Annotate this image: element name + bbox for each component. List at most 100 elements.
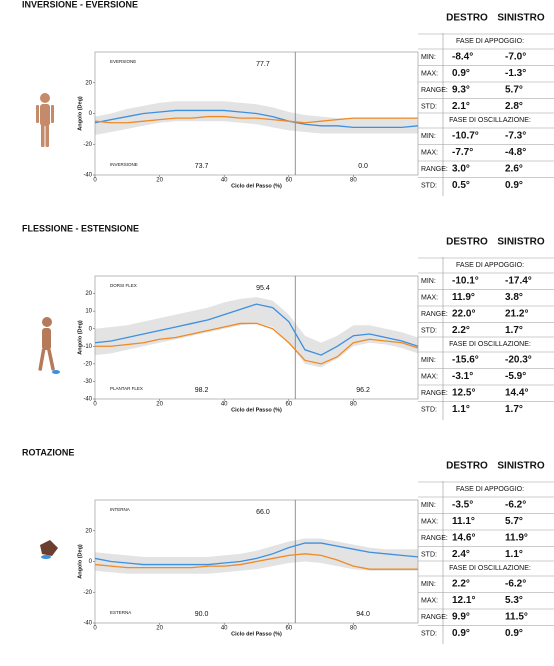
column-header: SINISTRO xyxy=(497,13,544,24)
annotation: 0.0 xyxy=(358,163,368,170)
phase-title: FASE DI APPOGGIO: xyxy=(456,262,524,269)
x-tick-label: 20 xyxy=(156,626,163,632)
x-axis-label: Ciclo del Passo (%) xyxy=(231,183,282,189)
row-label: RANGE: xyxy=(421,535,448,542)
row-label: MAX: xyxy=(421,597,438,604)
cell-value: -8.4° xyxy=(452,52,473,63)
cell-value: -1.3° xyxy=(505,68,526,79)
column-header: SINISTRO xyxy=(497,461,544,472)
cell-value: -17.4° xyxy=(505,276,532,287)
cell-value: 1.1° xyxy=(505,549,523,560)
series-line xyxy=(94,553,418,570)
cell-value: -4.8° xyxy=(505,147,526,158)
annotation: EVERSIONE xyxy=(110,59,136,64)
cell-value: 2.2° xyxy=(452,579,470,590)
row-label: MIN: xyxy=(421,357,436,364)
x-tick-label: 40 xyxy=(221,178,228,184)
series-line xyxy=(94,115,418,124)
y-tick-label: -30 xyxy=(83,379,92,385)
annotation: INVERSIONE xyxy=(110,162,138,167)
row-label: MIN: xyxy=(421,54,436,61)
row-label: RANGE: xyxy=(421,390,448,397)
annotation: INTERNA xyxy=(110,507,130,512)
series-line xyxy=(94,303,419,356)
x-tick-label: 80 xyxy=(350,402,357,408)
cell-value: 2.8° xyxy=(505,101,523,112)
cell-value: 14.4° xyxy=(505,388,528,399)
cell-value: 12.1° xyxy=(452,595,475,606)
x-tick-label: 0 xyxy=(93,402,97,408)
row-label: STD: xyxy=(421,182,437,189)
cell-value: -3.1° xyxy=(452,371,473,382)
y-tick-label: 0 xyxy=(89,559,93,565)
cell-value: 1.7° xyxy=(505,404,523,415)
cell-value: -15.6° xyxy=(452,355,479,366)
row-label: STD: xyxy=(421,630,437,637)
annotation: 98.2 xyxy=(195,387,209,394)
cell-value: 5.7° xyxy=(505,85,523,96)
y-tick-label: -40 xyxy=(83,173,92,179)
y-tick-label: -20 xyxy=(83,361,92,367)
cell-value: -3.5° xyxy=(452,500,473,511)
figure-standing xyxy=(36,93,54,147)
x-tick-label: 0 xyxy=(93,178,97,184)
cell-value: -6.2° xyxy=(505,500,526,511)
phase-title: FASE DI APPOGGIO: xyxy=(456,38,524,45)
y-tick-label: 20 xyxy=(85,80,92,86)
annotation: PLANTAR FLEX xyxy=(110,386,143,391)
cell-value: 5.3° xyxy=(505,595,523,606)
row-label: MAX: xyxy=(421,373,438,380)
cell-value: 14.6° xyxy=(452,533,475,544)
annotation: 66.0 xyxy=(256,509,270,516)
x-tick-label: 20 xyxy=(156,402,163,408)
chart-title: ROTAZIONE xyxy=(22,447,74,457)
x-tick-label: 80 xyxy=(350,178,357,184)
y-tick-label: -20 xyxy=(83,590,92,596)
cell-value: -7.0° xyxy=(505,52,526,63)
annotation: 77.7 xyxy=(256,61,270,68)
cell-value: -10.1° xyxy=(452,276,479,287)
x-tick-label: 0 xyxy=(93,626,97,632)
annotation: 94.0 xyxy=(356,611,370,618)
cell-value: 2.4° xyxy=(452,549,470,560)
row-label: MIN: xyxy=(421,502,436,509)
row-label: MIN: xyxy=(421,133,436,140)
x-tick-label: 40 xyxy=(221,402,228,408)
series-line xyxy=(94,109,419,128)
annotation: DORSI FLEX xyxy=(110,283,137,288)
y-axis-label: Angolo (Deg) xyxy=(77,320,83,355)
chart-title: INVERSIONE - EVERSIONE xyxy=(22,0,138,9)
annotation: 95.4 xyxy=(256,285,270,292)
row-label: STD: xyxy=(421,551,437,558)
cell-value: 3.8° xyxy=(505,292,523,303)
y-axis-label: Angolo (Deg) xyxy=(77,544,83,579)
cell-value: -5.9° xyxy=(505,371,526,382)
y-tick-label: -40 xyxy=(83,621,92,627)
column-header: DESTRO xyxy=(446,461,488,472)
cell-value: 1.1° xyxy=(452,404,470,415)
row-label: MIN: xyxy=(421,581,436,588)
annotation: 96.2 xyxy=(356,387,370,394)
phase-title: FASE DI OSCILLAZIONE: xyxy=(449,341,531,348)
cell-value: 22.0° xyxy=(452,309,475,320)
cell-value: -10.7° xyxy=(452,131,479,142)
cell-value: 11.9° xyxy=(452,292,475,303)
cell-value: 5.7° xyxy=(505,516,523,527)
cell-value: 9.3° xyxy=(452,85,470,96)
column-header: DESTRO xyxy=(446,13,488,24)
column-header: DESTRO xyxy=(446,237,488,248)
phase-title: FASE DI OSCILLAZIONE: xyxy=(449,565,531,572)
figure-foot xyxy=(40,540,58,559)
cell-value: -7.7° xyxy=(452,147,473,158)
cell-value: -7.3° xyxy=(505,131,526,142)
x-tick-label: 60 xyxy=(285,626,292,632)
cell-value: 9.9° xyxy=(452,612,470,623)
y-tick-label: -20 xyxy=(83,142,92,148)
row-label: RANGE: xyxy=(421,311,448,318)
cell-value: 21.2° xyxy=(505,309,528,320)
row-label: STD: xyxy=(421,103,437,110)
cell-value: 11.5° xyxy=(505,612,528,623)
x-tick-label: 80 xyxy=(350,626,357,632)
phase-title: FASE DI OSCILLAZIONE: xyxy=(449,117,531,124)
